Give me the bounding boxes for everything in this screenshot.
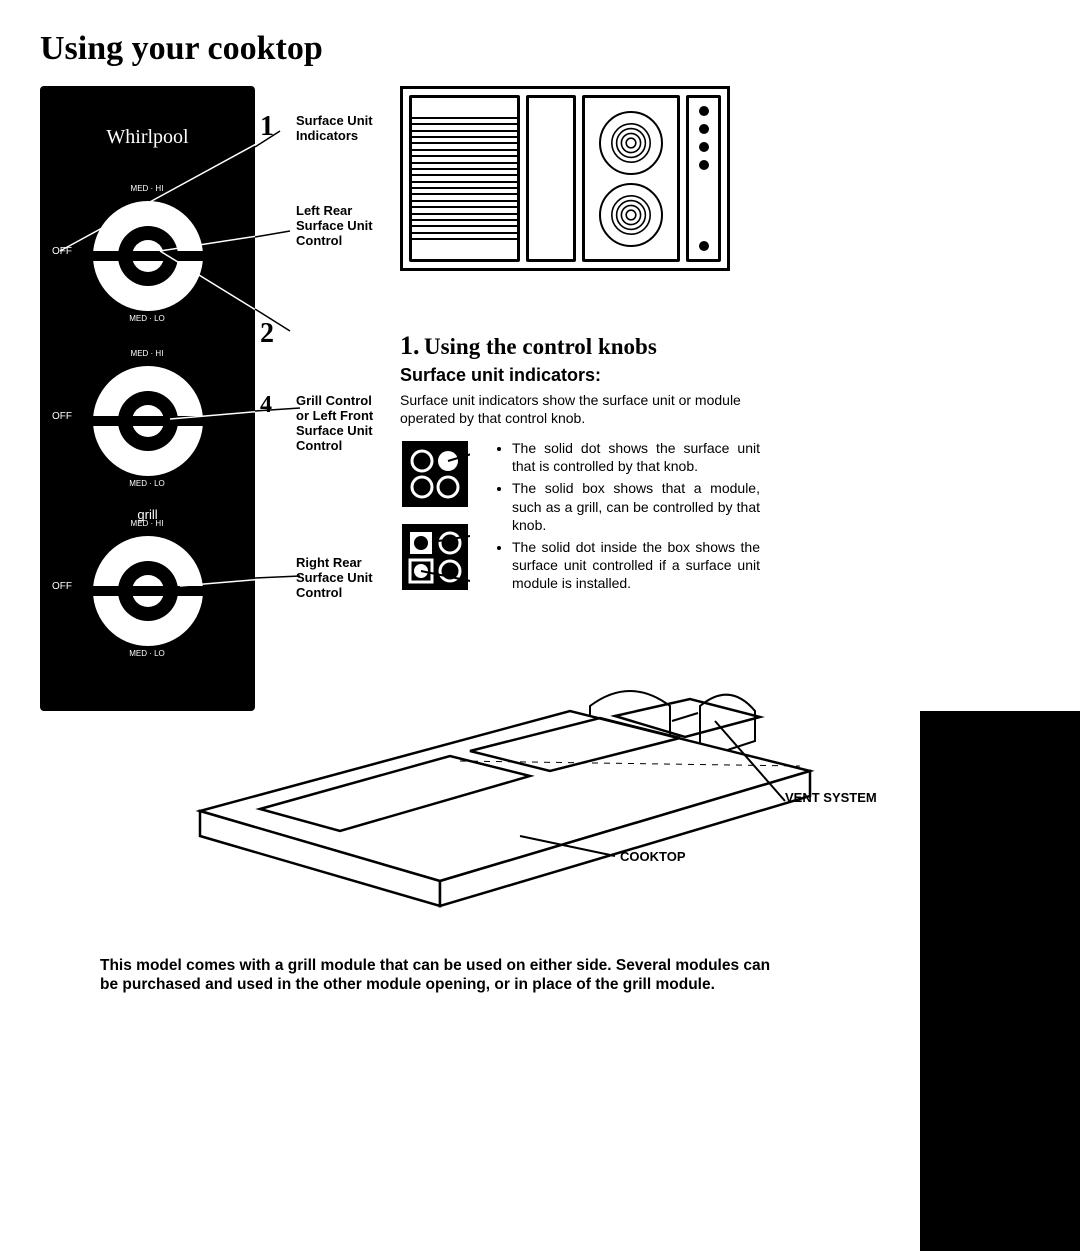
- control-panel-figure: Whirlpool OFF MED · HI MED · LO: [40, 86, 380, 711]
- iso-svg: [160, 671, 860, 931]
- label-vent-system: VENT SYSTEM: [785, 791, 877, 805]
- temps-bottom-1: MED · LO: [47, 314, 247, 323]
- indicator-block: The solid dot shows the surface unit tha…: [400, 439, 760, 607]
- bullet-item: The solid box shows that a module, such …: [512, 479, 760, 534]
- section-heading: Using the control knobs: [424, 334, 657, 359]
- control-dot: [699, 124, 709, 134]
- control-strip: [686, 95, 721, 262]
- control-panel-back: Whirlpool OFF MED · HI MED · LO: [40, 86, 255, 711]
- knob-icon: [83, 526, 213, 656]
- burner-icon: [599, 183, 663, 247]
- knob-left-rear: [83, 191, 213, 321]
- temps-bottom-2: MED · LO: [47, 479, 247, 488]
- burner-icon: [599, 111, 663, 175]
- knob-icon: [83, 191, 213, 321]
- label-left-rear: Left Rear Surface Unit Control: [296, 204, 380, 249]
- cooktop-iso-diagram: VENT SYSTEM COOKTOP: [160, 671, 920, 936]
- section-1: 1. Using the control knobs Surface unit …: [400, 331, 760, 607]
- bullet-item: The solid dot inside the box shows the s…: [512, 538, 760, 593]
- bottom-note: This model comes with a grill module tha…: [100, 956, 780, 995]
- indicator-dot-icon: [400, 439, 470, 509]
- page-title: Using your cooktop: [40, 30, 1040, 68]
- label-grill-left-front: Grill Control or Left Front Surface Unit…: [296, 394, 380, 454]
- off-label-2: OFF: [52, 411, 72, 422]
- top-row: Whirlpool OFF MED · HI MED · LO: [40, 86, 1040, 711]
- label-surface-unit-indicators: Surface Unit Indicators: [296, 114, 380, 144]
- control-dot: [699, 160, 709, 170]
- burner-module-slot: [582, 95, 680, 262]
- brand-logo: Whirlpool: [40, 86, 255, 149]
- indicator-icons: [400, 439, 480, 607]
- knob-icon: [83, 356, 213, 486]
- grill-module-slot: [409, 95, 520, 262]
- temps-bottom-3: MED · LO: [47, 649, 247, 658]
- temps-top-2: MED · HI: [47, 349, 247, 358]
- section-heading-row: 1. Using the control knobs: [400, 331, 760, 361]
- knob-grill-left-front: [83, 356, 213, 486]
- center-vent-slot: [526, 95, 576, 262]
- section-subheading: Surface unit indicators:: [400, 365, 760, 386]
- section-intro: Surface unit indicators show the surface…: [400, 392, 760, 427]
- control-dot: [699, 106, 709, 116]
- indicator-box-icon: [400, 522, 470, 602]
- off-label-1: OFF: [52, 246, 72, 257]
- knob-right-rear: [83, 526, 213, 656]
- indicator-bullets: The solid dot shows the surface unit tha…: [496, 439, 760, 597]
- callout-number-1: 1: [260, 111, 274, 143]
- label-cooktop: COOKTOP: [620, 849, 686, 864]
- page-black-bar: [920, 711, 1080, 1251]
- right-column: 1. Using the control knobs Surface unit …: [400, 86, 760, 607]
- label-right-rear: Right Rear Surface Unit Control: [296, 556, 380, 601]
- callout-number-4: 4: [260, 392, 272, 419]
- cooktop-top-view: [400, 86, 730, 271]
- temps-top-3: MED · HI: [47, 519, 247, 528]
- off-label-3: OFF: [52, 581, 72, 592]
- control-dot: [699, 241, 709, 251]
- control-dot: [699, 142, 709, 152]
- bullet-item: The solid dot shows the surface unit tha…: [512, 439, 760, 475]
- section-number: 1.: [400, 331, 420, 360]
- callout-number-2: 2: [260, 318, 274, 350]
- temps-top-1: MED · HI: [47, 184, 247, 193]
